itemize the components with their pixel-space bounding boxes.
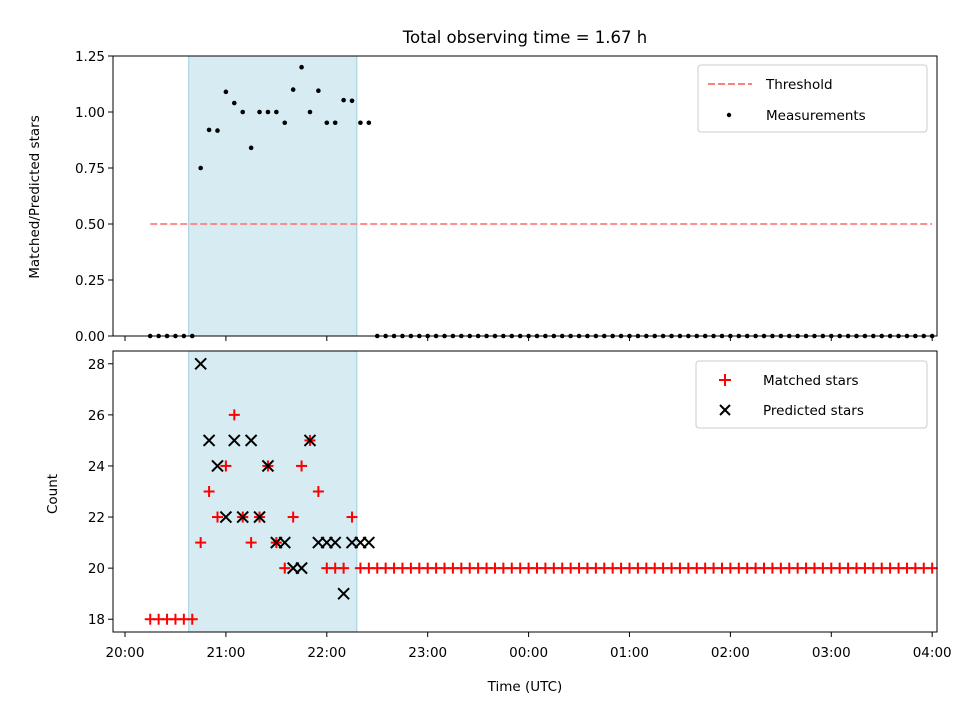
- x-tick-label: 04:00: [913, 645, 952, 661]
- legend-predicted-label: Predicted stars: [763, 403, 864, 419]
- matched-stars-point: [338, 562, 350, 574]
- measurement-point: [341, 97, 346, 103]
- x-axis-label: Time (UTC): [487, 679, 563, 695]
- y-tick-label: 20: [88, 561, 105, 577]
- measurement-point: [299, 64, 304, 70]
- predicted-stars-point: [328, 536, 342, 549]
- observing-window-span: [188, 351, 357, 632]
- predicted-stars-point: [337, 587, 350, 600]
- measurement-point: [316, 88, 321, 94]
- matched-stars-point: [228, 409, 240, 421]
- measurement-point: [290, 87, 296, 92]
- matched-stars-point: [279, 562, 291, 574]
- legend-matched-label: Matched stars: [763, 373, 859, 389]
- x-tick-label: 00:00: [509, 645, 548, 661]
- measurement-point: [257, 109, 262, 115]
- y-tick-label: 22: [88, 510, 105, 526]
- x-tick-label: 21:00: [206, 645, 245, 661]
- measurement-point: [240, 109, 246, 115]
- legend-matched-swatch: [719, 374, 731, 386]
- y-tick-label: 28: [88, 357, 105, 373]
- measurement-point: [274, 109, 279, 115]
- matched-stars-point: [312, 486, 324, 497]
- measurement-point: [366, 120, 372, 126]
- measurement-point: [265, 109, 271, 115]
- predicted-stars-point: [211, 459, 224, 473]
- predicted-stars-point: [261, 459, 275, 473]
- y-tick-label: 0.75: [75, 161, 105, 177]
- predicted-stars-point: [362, 536, 376, 549]
- matched-stars-point: [195, 537, 207, 549]
- legend-measurements-label: Measurements: [766, 108, 866, 124]
- chart-title: Total observing time = 1.67 h: [402, 28, 647, 47]
- measurement-point: [358, 120, 363, 126]
- x-tick-label: 20:00: [106, 645, 145, 661]
- y-tick-label: 24: [88, 459, 105, 475]
- legend-bottom: Matched stars Predicted stars: [695, 360, 928, 429]
- y-tick-label: 0.25: [75, 273, 105, 289]
- y-tick-label: 1.00: [75, 105, 105, 121]
- y-tick-label: 26: [88, 408, 105, 424]
- bottom-y-axis-label: Count: [45, 474, 61, 514]
- matched-stars-point: [203, 486, 215, 497]
- y-tick-label: 0.50: [75, 217, 105, 233]
- predicted-stars-point: [236, 510, 249, 524]
- predicted-stars-point: [244, 434, 258, 447]
- x-tick-label: 23:00: [408, 645, 447, 661]
- predicted-stars-point: [202, 434, 216, 447]
- measurement-point: [215, 128, 220, 133]
- x-tick-label: 01:00: [610, 645, 649, 661]
- x-tick-label: 02:00: [711, 645, 750, 661]
- predicted-stars-point: [194, 357, 207, 370]
- measurement-point: [232, 100, 237, 106]
- y-tick-label: 18: [88, 612, 105, 628]
- predicted-stars-point: [228, 434, 241, 447]
- measurement-point: [198, 165, 203, 171]
- measurement-point: [349, 98, 355, 104]
- predicted-stars-point: [303, 434, 317, 447]
- matched-stars-point: [220, 460, 232, 472]
- matched-stars-point: [186, 613, 198, 625]
- legend-top: Threshold Measurements: [697, 64, 928, 133]
- measurement-point: [206, 127, 212, 133]
- measurement-point: [282, 120, 288, 126]
- matched-stars-point: [245, 537, 257, 549]
- predicted-stars-point: [278, 536, 291, 549]
- measurement-point: [248, 145, 254, 151]
- measurement-point: [307, 109, 313, 115]
- matched-stars-point: [926, 562, 938, 574]
- top-y-axis-label: Matched/Predicted stars: [27, 115, 43, 278]
- predicted-stars-point: [219, 510, 233, 524]
- matched-stars-point: [287, 511, 299, 523]
- y-tick-label: 1.25: [75, 49, 105, 65]
- measurement-point: [332, 120, 338, 126]
- top-plot-frame: [112, 55, 938, 337]
- measurement-point: [324, 120, 330, 126]
- predicted-stars-point: [253, 510, 266, 524]
- x-tick-label: 03:00: [812, 645, 851, 661]
- matched-stars-point: [296, 460, 308, 472]
- predicted-stars-point: [295, 561, 308, 575]
- matched-stars-point: [346, 511, 358, 523]
- bottom-plot-frame: [112, 350, 938, 633]
- legend-predicted-swatch: [719, 404, 731, 416]
- legend-threshold-label: Threshold: [765, 77, 833, 93]
- legend-measurements-swatch: [726, 112, 732, 118]
- measurement-point: [223, 89, 229, 95]
- matched-stars-point: [211, 511, 223, 523]
- observing-window-span: [188, 56, 357, 336]
- x-tick-label: 22:00: [307, 645, 346, 661]
- y-tick-label: 0.00: [75, 329, 105, 345]
